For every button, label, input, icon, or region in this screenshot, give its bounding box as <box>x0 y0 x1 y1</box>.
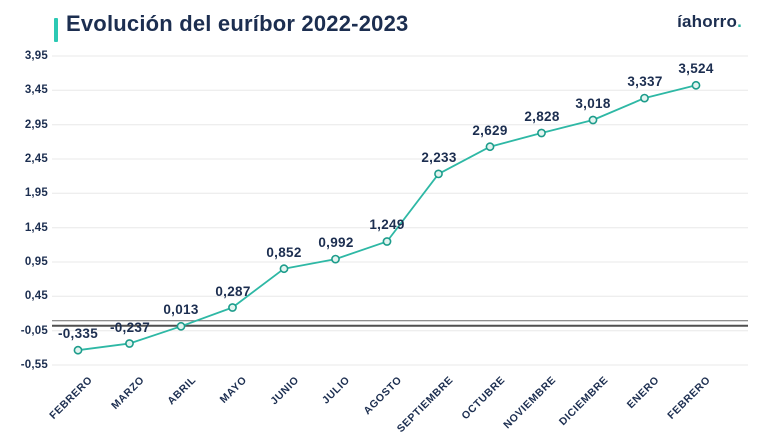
data-point-value-label: 3,337 <box>627 74 663 89</box>
y-axis-tick-label: 0,95 <box>24 256 48 268</box>
data-point-value-label: 2,828 <box>524 109 560 124</box>
y-axis-tick-label: 1,45 <box>24 222 48 234</box>
logo-dot: . <box>737 12 742 31</box>
data-point-marker <box>279 264 289 274</box>
y-axis-tick-label: 3,95 <box>24 50 48 62</box>
data-point-marker <box>640 93 649 103</box>
logo-text: íahorro <box>677 12 738 31</box>
data-point-value-label: 3,524 <box>678 61 714 76</box>
iahorro-logo: íahorro. <box>677 12 742 32</box>
data-point-value-label: 0,852 <box>266 245 302 260</box>
data-point-marker <box>176 321 186 331</box>
data-point-value-label: 3,018 <box>575 96 611 111</box>
data-point-marker <box>691 80 701 90</box>
data-point-marker <box>228 303 237 312</box>
data-point-marker <box>588 115 598 125</box>
y-axis-tick-label: 2,95 <box>24 119 48 131</box>
data-point-value-label: 1,249 <box>369 217 405 232</box>
y-axis-tick-label: 3,45 <box>24 84 48 96</box>
y-axis-tick-label: -0,55 <box>20 359 48 371</box>
data-point-value-label: 2,233 <box>421 150 457 165</box>
data-point-marker <box>382 237 392 246</box>
data-point-marker <box>331 254 340 264</box>
y-axis-tick-label: 0,45 <box>24 290 48 302</box>
title-accent-bar <box>54 18 58 42</box>
y-axis-tick-label: 2,45 <box>24 153 48 165</box>
data-point-value-label: 0,287 <box>215 284 251 299</box>
data-point-marker <box>485 142 495 152</box>
data-point-value-label: -0,335 <box>57 326 99 341</box>
data-point-value-label: 0,992 <box>318 235 354 250</box>
data-point-marker <box>434 169 443 179</box>
data-point-value-label: -0,237 <box>109 320 151 335</box>
data-point-marker <box>125 339 134 348</box>
y-axis-tick-label: -0,05 <box>20 325 48 337</box>
page-title: Evolución del euríbor 2022-2023 <box>66 11 409 36</box>
data-point-marker <box>73 345 83 355</box>
data-point-marker <box>537 128 546 138</box>
data-point-value-label: 0,013 <box>163 302 199 317</box>
y-axis-tick-label: 1,95 <box>24 187 48 199</box>
data-point-value-label: 2,629 <box>472 123 508 138</box>
